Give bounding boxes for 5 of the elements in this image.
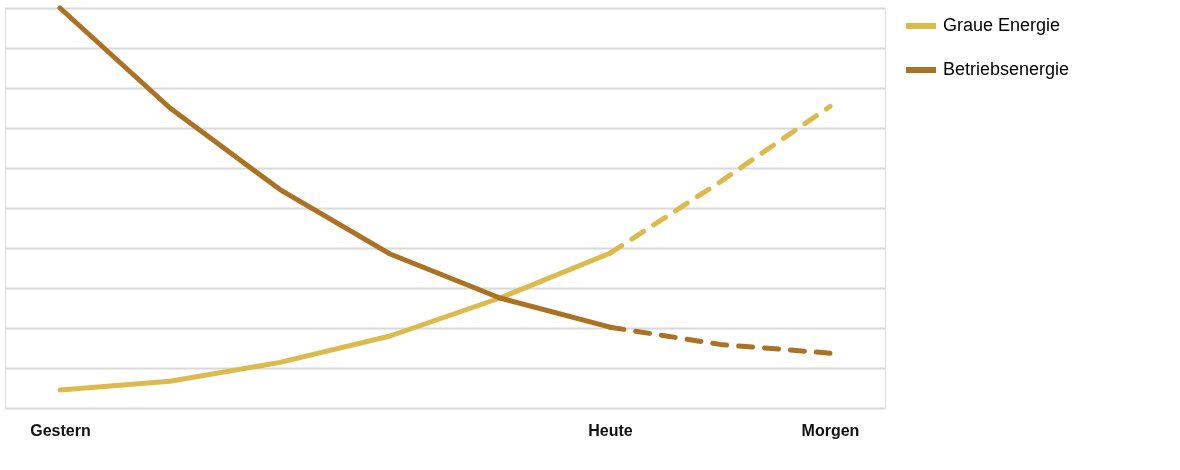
- x-tick-label: Heute: [588, 421, 633, 439]
- legend-label: Graue Energie: [943, 15, 1061, 35]
- x-tick-label: Morgen: [801, 421, 860, 439]
- x-tick-label: Gestern: [30, 421, 91, 439]
- legend-label: Betriebsenergie: [943, 59, 1070, 79]
